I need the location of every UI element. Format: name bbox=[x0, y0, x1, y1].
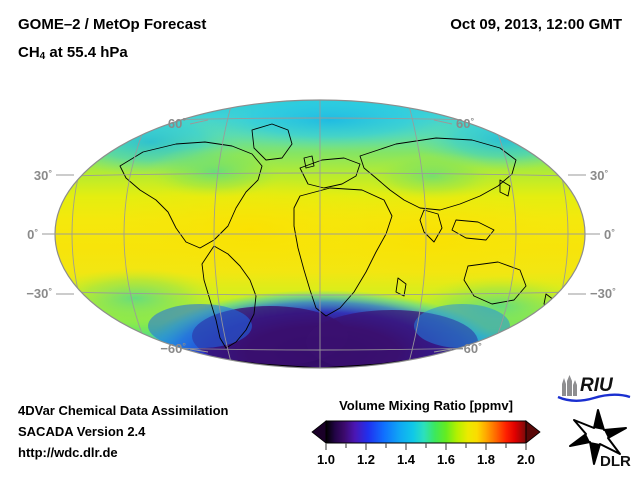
global-map-panel: 60° 60° 30° 30° 0° 0° −30° −30° −60° −60… bbox=[0, 80, 640, 380]
lat-label-60-left: 60° bbox=[168, 116, 186, 131]
species-level-label: CH4 at 55.4 hPa bbox=[18, 44, 128, 62]
colorbar-tick-3: 1.6 bbox=[437, 452, 455, 467]
footer-credits: 4DVar Chemical Data Assimilation SACADA … bbox=[18, 400, 229, 463]
colorbar-left-cap bbox=[311, 420, 327, 444]
species-level-suffix: at 55.4 hPa bbox=[45, 44, 128, 61]
species-formula-subscript: 4 bbox=[39, 51, 46, 62]
colorbar-tick-2: 1.4 bbox=[397, 452, 416, 467]
lat-label-0-right: 0° bbox=[604, 227, 615, 242]
forecast-timestamp: Oct 09, 2013, 12:00 GMT bbox=[450, 16, 622, 33]
footer-line-url[interactable]: http://wdc.dlr.de bbox=[18, 445, 118, 460]
page-title: GOME–2 / MetOp Forecast bbox=[18, 16, 207, 33]
footer-line-method: 4DVar Chemical Data Assimilation bbox=[18, 403, 229, 418]
colorbar-tick-0: 1.0 bbox=[317, 452, 335, 467]
mollweide-map: 60° 60° 30° 30° 0° 0° −30° −30° −60° −60… bbox=[26, 99, 616, 369]
riu-tower-icon bbox=[562, 375, 577, 396]
riu-logo-label: RIU bbox=[580, 375, 614, 396]
footer-line-version: SACADA Version 2.4 bbox=[18, 424, 146, 439]
colorbar-gradient bbox=[325, 420, 527, 444]
lat-label-0-left: 0° bbox=[27, 227, 38, 242]
lat-label-30-left: 30° bbox=[34, 168, 52, 183]
colorbar: Volume Mixing Ratio [ppmv] bbox=[310, 398, 542, 469]
lat-label-30-right: 30° bbox=[590, 168, 608, 183]
colorbar-tick-5: 2.0 bbox=[517, 452, 535, 467]
lat-label-60-right: 60° bbox=[456, 116, 474, 131]
latitude-labels: 60° 60° 30° 30° 0° 0° −30° −30° −60° −60… bbox=[26, 116, 616, 356]
riu-logo: RIU bbox=[557, 375, 631, 402]
lat-label-minus30-left: −30° bbox=[26, 286, 52, 301]
species-formula-prefix: CH bbox=[18, 44, 40, 61]
colorbar-right-cap bbox=[525, 420, 541, 444]
dlr-logo-label: DLR bbox=[600, 453, 631, 470]
lat-label-minus60-left: −60° bbox=[160, 341, 186, 356]
colorbar-scale: 1.0 1.2 1.4 1.6 1.8 2.0 bbox=[311, 420, 541, 467]
lat-label-minus30-right: −30° bbox=[590, 286, 616, 301]
colorbar-tick-1: 1.2 bbox=[357, 452, 375, 467]
map-data-layer bbox=[55, 100, 585, 368]
colorbar-title: Volume Mixing Ratio [ppmv] bbox=[339, 398, 513, 413]
colorbar-tick-4: 1.8 bbox=[477, 452, 495, 467]
colorbar-ticks bbox=[325, 443, 527, 450]
riu-wave-icon bbox=[557, 393, 631, 402]
colorbar-tick-labels: 1.0 1.2 1.4 1.6 1.8 2.0 bbox=[317, 452, 535, 467]
latitude-ticks bbox=[42, 119, 600, 353]
lat-label-minus60-right: −60° bbox=[456, 341, 482, 356]
dlr-logo: DLR bbox=[569, 409, 631, 470]
